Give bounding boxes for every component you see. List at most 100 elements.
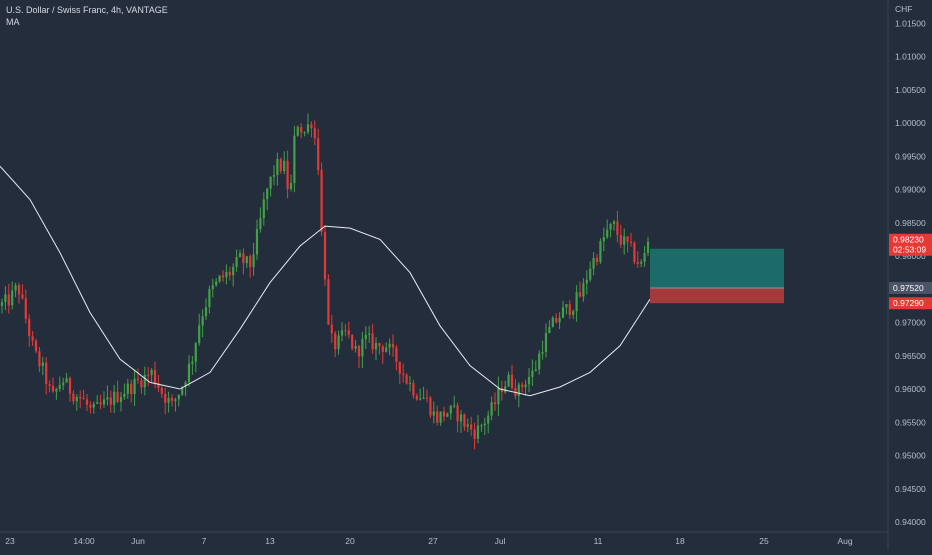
candle-body (371, 333, 374, 350)
candle-body (643, 252, 646, 262)
candle-body (133, 378, 136, 395)
candle-body (170, 397, 174, 401)
candle-body (262, 199, 265, 219)
price-tick-label: 0.99500 (895, 151, 926, 161)
stop-loss-zone[interactable] (650, 287, 784, 304)
candle-body (446, 413, 449, 417)
candle-body (191, 361, 194, 364)
candle-body (55, 388, 58, 392)
price-tick-label: 0.99000 (895, 185, 926, 195)
candle-body (306, 124, 310, 133)
candle-body (578, 292, 582, 297)
candle-body (527, 376, 531, 385)
axes-layer (0, 0, 889, 550)
candle-body (300, 127, 303, 133)
candle-body (147, 374, 150, 376)
candle-body (636, 262, 639, 264)
candle-body (123, 393, 126, 398)
candle-body (582, 283, 585, 297)
candle-body (259, 218, 262, 230)
stop-price-badge (889, 297, 932, 310)
moving-average-line[interactable] (0, 165, 651, 397)
candle-body (368, 333, 371, 335)
candle-body (232, 266, 235, 276)
candle-body (480, 425, 483, 427)
candle-body (487, 415, 490, 424)
currency-label: CHF (895, 4, 912, 14)
candle-body (589, 268, 592, 280)
candle-body (143, 374, 146, 388)
candle-body (612, 221, 616, 224)
price-tick-label: 1.01000 (895, 52, 926, 62)
candle-body (541, 352, 544, 354)
candle-body (544, 333, 548, 353)
price-axis[interactable]: 1.01500 1.01000 1.00500 1.00000 0.99500 0.990… (895, 18, 926, 527)
candle-body (337, 335, 340, 350)
candle-body (521, 384, 524, 388)
candle-body (174, 399, 177, 401)
candle-body (252, 254, 255, 268)
candle-body (215, 281, 218, 286)
candle-body (293, 135, 296, 184)
price-tick-label: 0.94000 (895, 517, 926, 527)
candle-body (357, 346, 361, 357)
candle-body (504, 386, 507, 393)
candle-body (561, 307, 565, 318)
candle-body (164, 393, 167, 403)
candle-body (558, 317, 561, 323)
candle-body (48, 384, 51, 386)
candle-body (45, 362, 48, 385)
candle-body (436, 411, 439, 423)
take-profit-zone[interactable] (650, 248, 784, 288)
candle-body (157, 382, 160, 389)
candle-body (126, 383, 129, 394)
candle-body (150, 369, 153, 376)
time-axis[interactable]: 23 14:00 Jun 7 13 20 27 Jul 11 18 25 Aug (5, 536, 853, 546)
candle-body (599, 241, 602, 262)
candle-body (626, 236, 629, 242)
candle-body (198, 325, 201, 344)
candle-body (320, 169, 323, 233)
candle-body (181, 386, 184, 395)
candle-body (429, 397, 432, 416)
candle-body (113, 391, 116, 405)
candle-body (249, 256, 252, 268)
candle-body (548, 327, 551, 334)
candle-body (99, 402, 102, 405)
price-tick-label: 0.96000 (895, 384, 926, 394)
candle-body (442, 411, 446, 417)
symbol-title[interactable]: U.S. Dollar / Swiss Franc, 4h, VANTAGE (6, 5, 168, 15)
indicator-label-ma[interactable]: MA (6, 17, 20, 27)
time-tick-label: 7 (202, 536, 207, 546)
candle-body (211, 285, 214, 290)
candle-body (432, 411, 435, 416)
candle-body (283, 160, 286, 172)
price-tick-label: 0.95000 (895, 451, 926, 461)
candle-body (72, 393, 75, 402)
candle-body (616, 221, 619, 235)
position-tool[interactable] (650, 248, 784, 304)
candle-body (266, 188, 269, 200)
candle-body (106, 397, 109, 400)
candle-body (17, 285, 21, 295)
candle-body (602, 237, 605, 242)
candle-body (327, 279, 330, 325)
candle-body (208, 289, 211, 308)
time-tick-label: 11 (594, 536, 603, 546)
candle-body (269, 176, 272, 189)
candle-body (194, 343, 197, 362)
candle-body (4, 294, 7, 303)
price-tick-label: 1.00500 (895, 85, 926, 95)
candle-body (640, 261, 643, 264)
candle-body (551, 317, 554, 328)
candle-body (238, 253, 242, 257)
candle-body (225, 271, 228, 278)
candle-body (317, 138, 320, 170)
candle-body (96, 402, 99, 404)
candle-body (408, 382, 412, 384)
candle-body (531, 370, 534, 377)
candle-body (65, 378, 68, 383)
candle-body (276, 159, 279, 175)
